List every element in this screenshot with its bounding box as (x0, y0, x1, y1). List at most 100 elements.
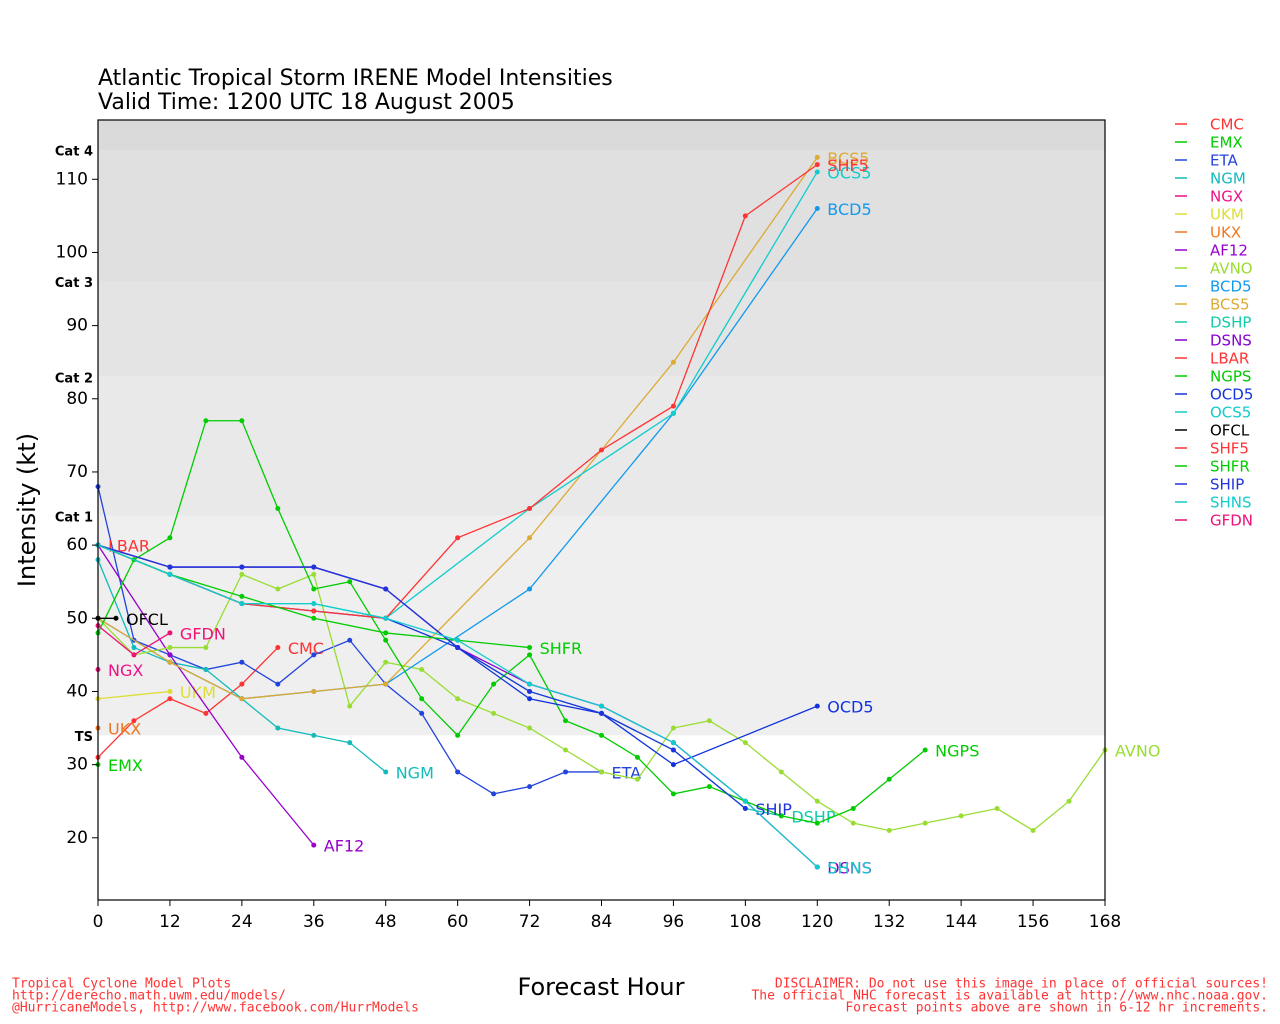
data-point (347, 637, 353, 643)
legend-label: LBAR (1210, 350, 1249, 368)
data-point (814, 798, 820, 804)
data-point (113, 615, 119, 621)
data-point (527, 784, 533, 790)
series-end-label: OCS5 (827, 163, 871, 182)
legend-label: UKX (1210, 224, 1241, 242)
data-point (599, 769, 604, 775)
series-end-label: DSNS (827, 859, 872, 878)
x-tick-label: 108 (729, 912, 761, 932)
x-axis-label: Forecast Hour (518, 973, 685, 1001)
data-point (491, 791, 497, 797)
legend-label: GFDN (1210, 512, 1253, 530)
data-point (670, 762, 676, 768)
data-point (383, 681, 389, 687)
data-point (670, 403, 676, 409)
series-end-label: GFDN (180, 624, 226, 643)
footer-left: http://derecho.math.uwm.edu/models/ (12, 989, 286, 1004)
data-point (239, 681, 245, 687)
plot: CMC EMX ETA NGM NGX UKM UKX AF12 AVNO BCD5 BCS5 DSH… (95, 149, 1160, 878)
data-point (527, 725, 533, 731)
series-end-label: AF12 (324, 837, 365, 856)
data-point (311, 571, 317, 577)
y-tick-label: 80 (66, 389, 88, 409)
data-point (599, 732, 604, 738)
data-point (239, 571, 245, 577)
category-band (98, 120, 1105, 150)
y-tick-label: 30 (66, 755, 88, 775)
legend-label: UKM (1210, 206, 1244, 224)
legend-label: DSHP (1210, 314, 1251, 332)
data-point (922, 820, 928, 826)
data-point (383, 586, 389, 592)
data-point (347, 703, 353, 709)
category-band (98, 515, 1105, 736)
y-tick-label: 100 (56, 242, 88, 262)
data-point (239, 659, 245, 665)
legend-label: SHFR (1210, 458, 1250, 476)
series-end-label: SHFR (540, 639, 583, 658)
data-point (850, 820, 856, 826)
data-point (670, 725, 676, 731)
data-point (311, 688, 317, 694)
y-tick-label: 20 (66, 828, 88, 848)
data-point (455, 645, 461, 651)
data-point (311, 652, 317, 658)
series-end-label: ETA (612, 763, 642, 782)
data-point (275, 506, 281, 512)
category-band (98, 376, 1105, 516)
data-point (814, 820, 820, 826)
data-point (742, 806, 748, 812)
data-point (527, 586, 533, 592)
data-point (706, 784, 712, 790)
data-point (814, 154, 820, 160)
data-point (167, 571, 173, 577)
data-point (455, 769, 461, 775)
data-point (311, 586, 317, 592)
chart-subtitle: Valid Time: 1200 UTC 18 August 2005 (98, 90, 515, 115)
chart-title: Atlantic Tropical Storm IRENE Model Inte… (98, 66, 613, 91)
data-point (599, 710, 604, 716)
legend-label: OFCL (1210, 422, 1250, 440)
category-label: Cat 4 (55, 145, 93, 160)
y-tick-label: 50 (66, 608, 88, 628)
data-point (778, 769, 784, 775)
legend-label: SHNS (1210, 494, 1252, 512)
series-end-label: NGX (108, 661, 143, 680)
series-end-label: UKX (108, 720, 141, 739)
data-point (203, 710, 209, 716)
data-point (1066, 798, 1072, 804)
data-point (455, 696, 461, 702)
data-point (383, 659, 389, 665)
data-point (275, 586, 281, 592)
data-point (167, 564, 173, 570)
data-point (922, 747, 928, 753)
x-tick-label: 60 (447, 912, 469, 932)
data-point (347, 579, 353, 585)
x-tick-label: 168 (1089, 912, 1121, 932)
data-point (850, 806, 856, 812)
y-tick-label: 70 (66, 462, 88, 482)
data-point (419, 710, 425, 716)
x-tick-label: 24 (231, 912, 253, 932)
data-point (275, 645, 281, 651)
data-point (167, 659, 173, 665)
data-point (563, 747, 569, 753)
data-point (131, 718, 137, 724)
series-end-label: SHNS (827, 859, 871, 878)
data-point (455, 637, 461, 643)
data-point (563, 718, 569, 724)
data-point (491, 710, 497, 716)
data-point (419, 667, 425, 673)
data-point (383, 637, 389, 643)
series-end-label: BCD5 (827, 200, 871, 219)
y-tick-label: 40 (66, 681, 88, 701)
legend-label: DSNS (1210, 332, 1252, 350)
data-point (994, 806, 1000, 812)
data-point (311, 564, 317, 570)
data-point (814, 169, 820, 175)
series-end-label: OFCL (126, 610, 168, 629)
x-tick-label: 12 (159, 912, 181, 932)
data-point (814, 162, 820, 168)
data-point (563, 769, 569, 775)
